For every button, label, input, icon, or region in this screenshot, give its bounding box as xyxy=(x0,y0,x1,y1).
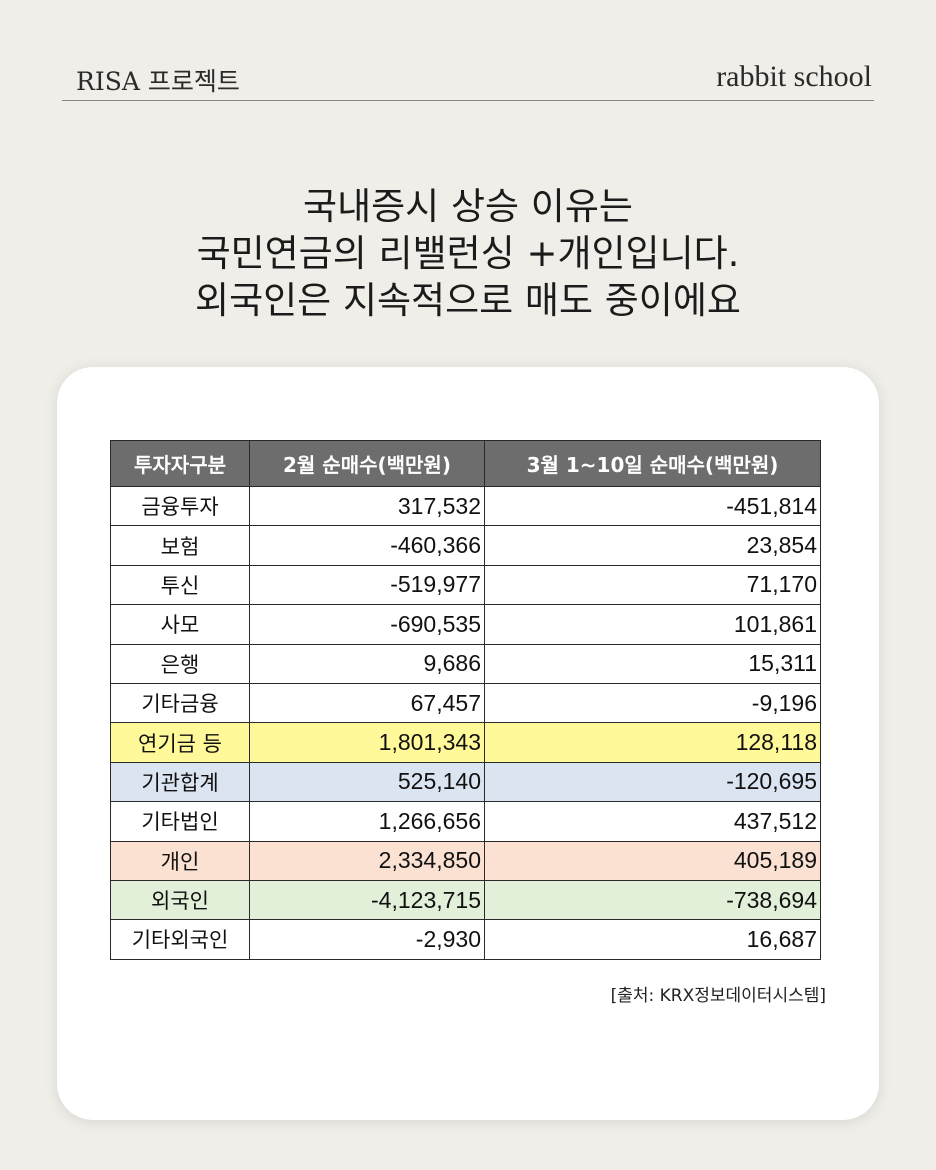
headline-line-2: 국민연금의 리밸런싱 +개인입니다. xyxy=(196,232,740,275)
row-feb-value: -4,123,715 xyxy=(249,879,485,921)
row-feb-value: 67,457 xyxy=(249,682,485,724)
table-header-row: 투자자구분 2월 순매수(백만원) 3월 1~10일 순매수(백만원) xyxy=(110,440,821,487)
row-feb-value: -519,977 xyxy=(249,564,485,606)
row-mar-value: 101,861 xyxy=(484,604,821,645)
table-row: 보험 -460,366 23,854 xyxy=(110,525,821,566)
brand-name: rabbit school xyxy=(716,60,872,93)
row-feb-value: -2,930 xyxy=(249,919,485,960)
row-feb-value: -690,535 xyxy=(249,604,485,645)
investor-net-buy-table: 투자자구분 2월 순매수(백만원) 3월 1~10일 순매수(백만원) 금융투자… xyxy=(110,440,821,960)
page-header: RISA 프로젝트 rabbit school xyxy=(62,60,874,101)
row-feb-value: 525,140 xyxy=(249,761,485,803)
table-row: 기타금융 67,457 -9,196 xyxy=(110,682,821,724)
table-row: 기타법인 1,266,656 437,512 xyxy=(110,801,821,842)
row-category: 기타법인 xyxy=(110,801,250,842)
table-row-highlighted: 외국인 -4,123,715 -738,694 xyxy=(110,879,821,921)
row-category: 은행 xyxy=(110,643,250,684)
row-category: 기타외국인 xyxy=(110,919,250,960)
table-row: 기타외국인 -2,930 16,687 xyxy=(110,919,821,960)
row-category: 외국인 xyxy=(110,879,250,921)
row-feb-value: 317,532 xyxy=(249,485,485,527)
table-row-highlighted: 개인 2,334,850 405,189 xyxy=(110,840,821,881)
row-category: 개인 xyxy=(110,840,250,881)
row-category: 연기금 등 xyxy=(110,722,250,763)
row-mar-value: 71,170 xyxy=(484,564,821,606)
row-mar-value: 437,512 xyxy=(484,801,821,842)
row-mar-value: -9,196 xyxy=(484,682,821,724)
row-feb-value: 2,334,850 xyxy=(249,840,485,881)
table-row-highlighted: 연기금 등 1,801,343 128,118 xyxy=(110,722,821,763)
table-row: 투신 -519,977 71,170 xyxy=(110,564,821,606)
row-mar-value: -120,695 xyxy=(484,761,821,803)
row-mar-value: 405,189 xyxy=(484,840,821,881)
row-feb-value: 1,266,656 xyxy=(249,801,485,842)
row-mar-value: 15,311 xyxy=(484,643,821,684)
row-category: 투신 xyxy=(110,564,250,606)
row-mar-value: 23,854 xyxy=(484,525,821,566)
row-mar-value: -738,694 xyxy=(484,879,821,921)
row-category: 보험 xyxy=(110,525,250,566)
header-mar-net-buy: 3월 1~10일 순매수(백만원) xyxy=(484,440,821,487)
row-mar-value: -451,814 xyxy=(484,485,821,527)
header-investor-type: 투자자구분 xyxy=(110,440,250,487)
row-mar-value: 128,118 xyxy=(484,722,821,763)
row-category: 사모 xyxy=(110,604,250,645)
row-feb-value: -460,366 xyxy=(249,525,485,566)
row-mar-value: 16,687 xyxy=(484,919,821,960)
headline: 국내증시 상승 이유는 국민연금의 리밸런싱 +개인입니다. 외국인은 지속적으… xyxy=(0,183,936,324)
table-row: 금융투자 317,532 -451,814 xyxy=(110,485,821,527)
project-label: RISA 프로젝트 xyxy=(76,67,240,96)
header-feb-net-buy: 2월 순매수(백만원) xyxy=(249,440,485,487)
source-citation: [출처: KRX정보데이터시스템] xyxy=(610,986,826,1006)
table-row: 사모 -690,535 101,861 xyxy=(110,604,821,645)
headline-line-3: 외국인은 지속적으로 매도 중이에요 xyxy=(195,279,741,322)
row-category: 금융투자 xyxy=(110,485,250,527)
row-feb-value: 9,686 xyxy=(249,643,485,684)
table-row-highlighted: 기관합계 525,140 -120,695 xyxy=(110,761,821,803)
row-category: 기타금융 xyxy=(110,682,250,724)
row-category: 기관합계 xyxy=(110,761,250,803)
table-row: 은행 9,686 15,311 xyxy=(110,643,821,684)
headline-line-1: 국내증시 상승 이유는 xyxy=(303,185,633,228)
row-feb-value: 1,801,343 xyxy=(249,722,485,763)
